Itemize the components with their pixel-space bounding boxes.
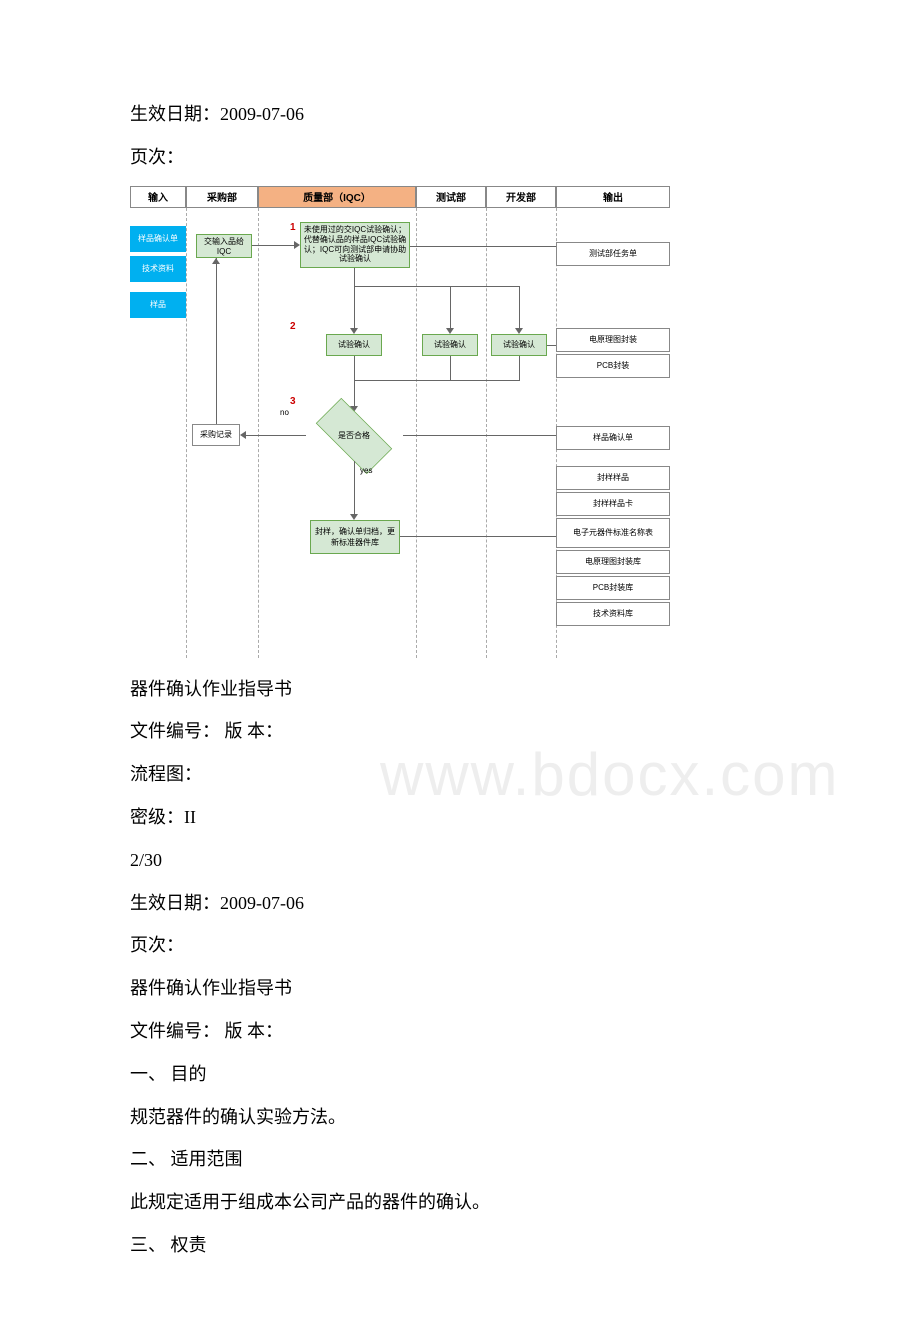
secrecy-label: 密级：II	[130, 803, 790, 832]
page-count: 2/30	[130, 846, 790, 875]
section-2-body: 此规定适用于组成本公司产品的器件的确认。	[130, 1188, 790, 1217]
flowchart: 输入 采购部 质量部（IQC） 测试部 开发部 输出 样品确认单 技术资料 样品…	[130, 186, 670, 661]
effective-date-line-2: 生效日期：2009-07-06	[130, 889, 790, 918]
doc-title-1: 器件确认作业指导书	[130, 675, 790, 704]
input-box-2: 样品	[130, 292, 186, 318]
node-confirm-test: 试验确认	[422, 334, 478, 356]
node-archive: 封样，确认单归档，更新标准器件库	[310, 520, 400, 554]
output-box-7: 电原理图封装库	[556, 550, 670, 574]
node-reject-record: 采购记录	[192, 424, 240, 446]
col-purchase-header: 采购部	[186, 186, 258, 208]
output-box-5: 封样样品卡	[556, 492, 670, 516]
node-decision: 是否合格	[304, 411, 404, 461]
effective-date-line: 生效日期：2009-07-06	[130, 100, 790, 129]
page-label: 页次：	[130, 143, 790, 172]
output-box-6: 电子元器件标准名称表	[556, 518, 670, 548]
effective-date-value: 2009-07-06	[220, 104, 304, 124]
col-test-header: 测试部	[416, 186, 486, 208]
output-box-3: 样品确认单	[556, 426, 670, 450]
col-input-header: 输入	[130, 186, 186, 208]
output-box-1: 电原理图封装	[556, 328, 670, 352]
node-confirm-dev: 试验确认	[491, 334, 547, 356]
effective-date-label: 生效日期：	[130, 104, 220, 124]
col-dev-header: 开发部	[486, 186, 556, 208]
section-1-title: 一、 目的	[130, 1060, 790, 1089]
section-1-body: 规范器件的确认实验方法。	[130, 1103, 790, 1132]
input-box-1: 技术资料	[130, 256, 186, 282]
output-box-4: 封样样品	[556, 466, 670, 490]
col-quality-header: 质量部（IQC）	[258, 186, 416, 208]
branch-yes-label: yes	[360, 466, 372, 475]
output-box-9: 技术资料库	[556, 602, 670, 626]
flowchart-label: 流程图：	[130, 760, 790, 789]
output-box-2: PCB封装	[556, 354, 670, 378]
output-box-8: PCB封装库	[556, 576, 670, 600]
node-submit: 交输入品给IQC	[196, 234, 252, 258]
step-1-label: 1	[290, 222, 296, 233]
input-box-0: 样品确认单	[130, 226, 186, 252]
node-top-rule: 未使用过的交IQC试验确认；代替确认品的样品IQC试验确认；IQC可向测试部申请…	[300, 222, 410, 268]
section-3-title: 三、 权责	[130, 1231, 790, 1260]
doc-title-2: 器件确认作业指导书	[130, 974, 790, 1003]
section-2-title: 二、 适用范围	[130, 1145, 790, 1174]
decision-label: 是否合格	[304, 411, 404, 461]
output-box-0: 测试部任务单	[556, 242, 670, 266]
node-confirm-iqc: 试验确认	[326, 334, 382, 356]
step-2-label: 2	[290, 321, 296, 332]
branch-no-label: no	[280, 408, 289, 417]
step-3-label: 3	[290, 396, 296, 407]
col-output-header: 输出	[556, 186, 670, 208]
doc-no-2: 文件编号： 版 本：	[130, 1017, 790, 1046]
page-label-2: 页次：	[130, 931, 790, 960]
doc-no-1: 文件编号： 版 本：	[130, 717, 790, 746]
